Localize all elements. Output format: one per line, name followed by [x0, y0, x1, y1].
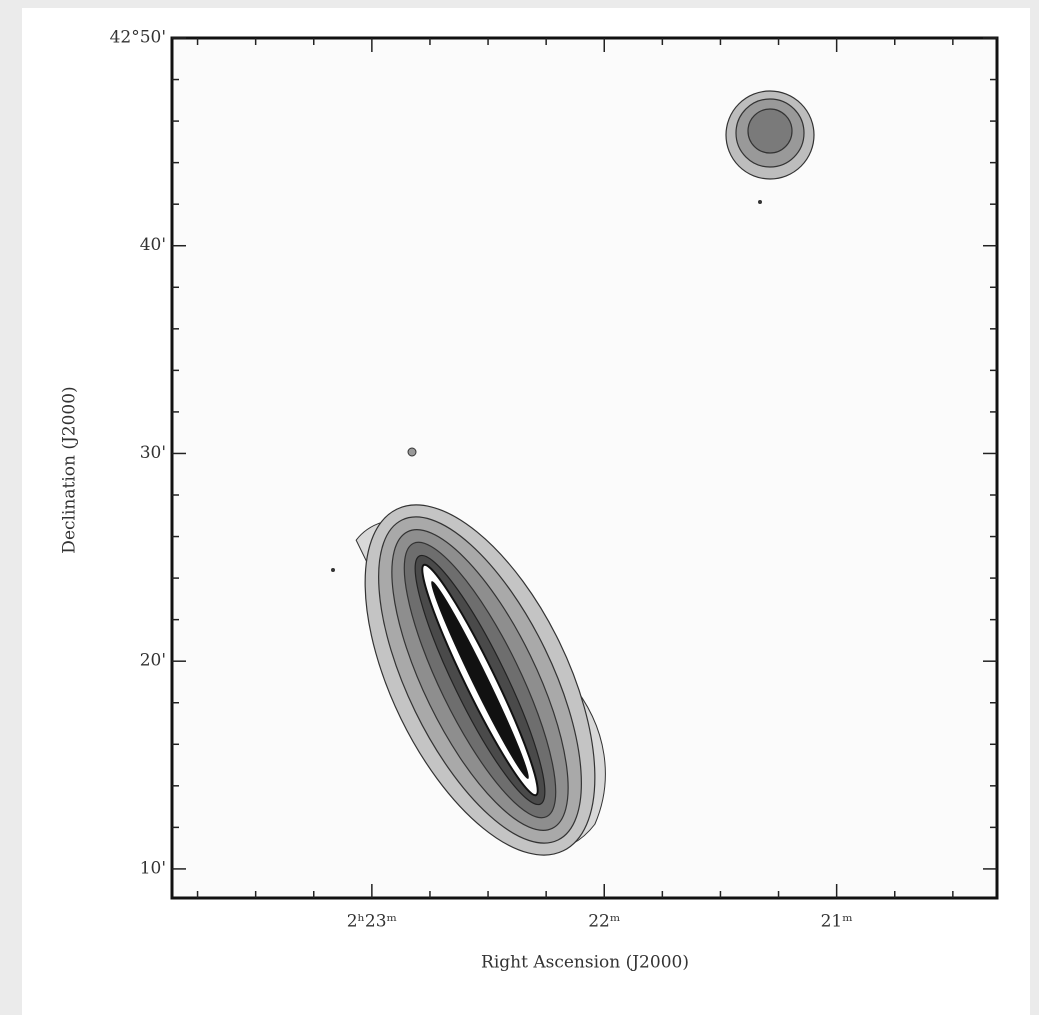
- x-tick-label: 22ᵐ: [588, 912, 620, 932]
- x-axis-label: Right Ascension (J2000): [481, 953, 689, 973]
- y-tick-label: 30': [140, 443, 166, 463]
- y-tick-label: 20': [140, 651, 166, 671]
- y-tick-label: 40': [140, 235, 166, 255]
- chart: Right Ascension (J2000) Declination (J20…: [0, 0, 1039, 1015]
- y-tick-label: 42°50': [110, 28, 166, 48]
- y-tick-label: 10': [140, 858, 166, 878]
- y-axis-label: Declination (J2000): [60, 386, 80, 553]
- x-tick-label: 2ʰ23ᵐ: [347, 912, 397, 932]
- x-tick-label: 21ᵐ: [821, 912, 853, 932]
